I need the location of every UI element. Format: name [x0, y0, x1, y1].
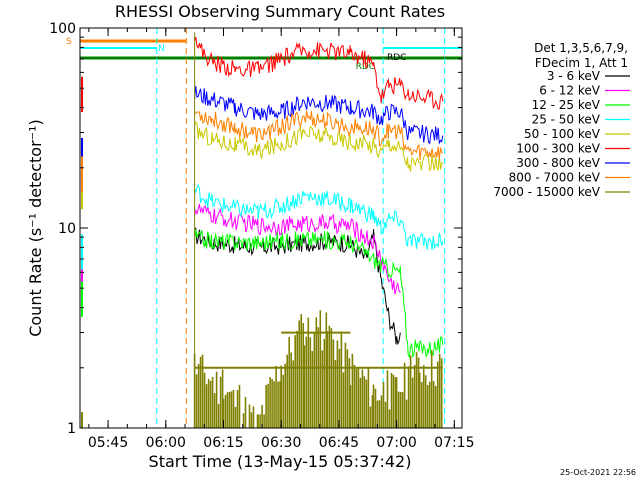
legend: Det 1,3,5,6,7,9,FDecim 1, Att 13 - 6 keV…: [493, 41, 630, 199]
legend-entry-label: 12 - 25 keV: [532, 98, 601, 112]
x-tick-label: 07:15: [434, 435, 474, 451]
chart-title: RHESSI Observing Summary Count Rates: [115, 2, 445, 21]
legend-header-line: FDecim 1, Att 1: [535, 56, 628, 70]
flag-label: S: [66, 37, 72, 47]
series-line-1: [194, 203, 401, 295]
y-axis-label: Count Rate (s⁻¹ detector⁻¹): [26, 119, 45, 337]
series-line-6: [194, 85, 444, 145]
flag-label: N: [158, 44, 165, 54]
y-tick-label: 1: [67, 421, 76, 437]
series-layer: [81, 32, 444, 428]
legend-entry-label: 6 - 12 keV: [539, 84, 601, 98]
series-line-5: [194, 36, 444, 110]
x-tick-label: 06:30: [261, 435, 301, 451]
series-line-4: [194, 121, 444, 172]
x-tick-label: 05:45: [88, 435, 128, 451]
series-7000-15000-kev: [193, 310, 443, 428]
timestamp: 25-Oct-2021 22:56: [560, 468, 636, 477]
legend-entry-label: 3 - 6 keV: [547, 69, 601, 83]
legend-entry-label: 25 - 50 keV: [532, 113, 601, 127]
y-tick-label: 100: [49, 21, 76, 37]
x-tick-label: 06:15: [203, 435, 243, 451]
series-line-7: [194, 110, 444, 161]
legend-header-line: Det 1,3,5,6,7,9,: [534, 41, 628, 55]
y-axis: 1 10 100: [49, 21, 462, 437]
x-axis: 05:45 06:00 06:15 06:30 06:45 07:00 07:15: [88, 28, 474, 451]
legend-entry-label: 50 - 100 keV: [524, 127, 601, 141]
flag-label: RDC: [387, 53, 406, 63]
series-line-3: [194, 183, 444, 251]
series-line-2: [194, 229, 444, 359]
legend-entry-label: 7000 - 15000 keV: [493, 185, 600, 199]
legend-entry-label: 100 - 300 keV: [516, 142, 600, 156]
x-tick-label: 06:00: [146, 435, 186, 451]
legend-entry-label: 800 - 7000 keV: [509, 171, 601, 185]
x-tick-label: 07:00: [376, 435, 416, 451]
x-tick-label: 06:45: [319, 435, 359, 451]
y-tick-label: 10: [58, 221, 76, 237]
legend-entry-label: 300 - 800 keV: [516, 156, 600, 170]
x-axis-label: Start Time (13-May-15 05:37:42): [149, 452, 412, 471]
